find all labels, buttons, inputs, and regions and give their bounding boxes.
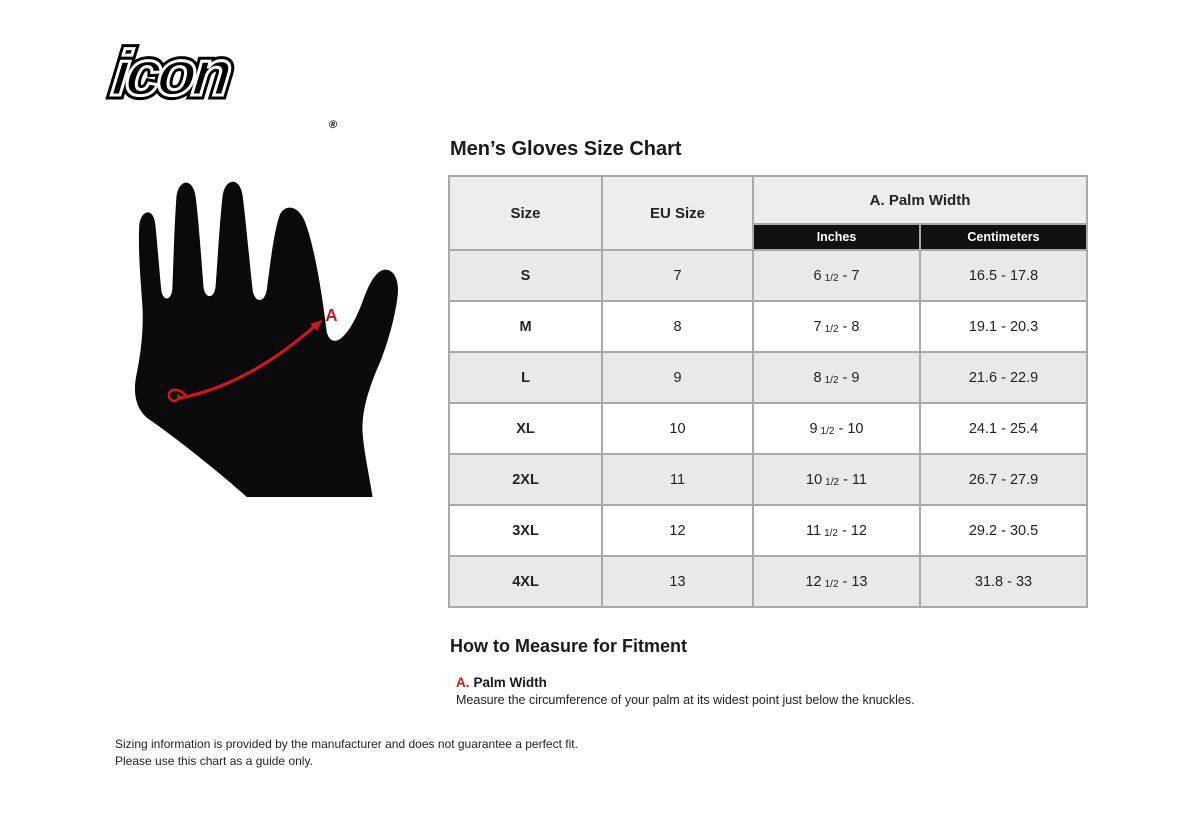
- measure-letter-a: A.: [456, 675, 470, 690]
- eu-size-cell: 10: [601, 402, 754, 455]
- inches-fraction: 1/2: [824, 374, 839, 386]
- inches-upper-value: - 8: [842, 318, 860, 335]
- inches-fraction: 1/2: [824, 323, 839, 335]
- how-to-measure-section: How to Measure for Fitment A. Palm Width …: [450, 636, 1070, 707]
- centimeters-cell: 31.8 - 33: [918, 555, 1089, 608]
- inches-upper-value: - 13: [842, 573, 868, 590]
- table-row: M 8 7 1/2- 8 19.1 - 20.3: [448, 300, 1089, 353]
- inches-value: 8: [813, 369, 822, 386]
- inches-upper-value: - 12: [841, 522, 867, 539]
- inches-upper-value: - 10: [838, 420, 864, 437]
- hand-measure-illustration: A: [128, 170, 420, 502]
- centimeters-cell: 24.1 - 25.4: [918, 402, 1089, 455]
- disclaimer-line-2: Please use this chart as a guide only.: [115, 754, 313, 769]
- size-cell: L: [448, 351, 603, 404]
- inches-cell: 8 1/2- 9: [752, 351, 921, 404]
- disclaimer-line-1: Sizing information is provided by the ma…: [115, 737, 578, 751]
- inches-column-header: Inches: [752, 223, 921, 251]
- table-row: XL 10 9 1/2- 10 24.1 - 25.4: [448, 402, 1089, 455]
- inches-value: 7: [813, 318, 822, 335]
- eu-size-cell: 8: [601, 300, 754, 353]
- inches-cell: 7 1/2- 8: [752, 300, 921, 353]
- size-column-header: Size: [448, 175, 603, 251]
- size-chart-title: Men’s Gloves Size Chart: [450, 138, 682, 160]
- table-header-row: Size EU Size A. Palm Width: [448, 175, 1089, 251]
- inches-fraction: 1/2: [824, 527, 838, 539]
- eu-size-cell: 12: [601, 504, 754, 557]
- size-cell: 2XL: [448, 453, 603, 506]
- measure-name: Palm Width: [473, 675, 547, 690]
- eu-size-cell: 9: [601, 351, 754, 404]
- inches-value: 9: [809, 420, 818, 437]
- inches-upper-value: - 11: [843, 471, 867, 488]
- centimeters-column-header: Centimeters: [918, 223, 1089, 251]
- centimeters-cell: 16.5 - 17.8: [918, 249, 1089, 302]
- table-subheader-row: Inches Centimeters: [449, 223, 1089, 251]
- inches-cell: 11 1/2- 12: [752, 504, 921, 557]
- table-row: 4XL 13 12 1/2- 13 31.8 - 33: [448, 555, 1089, 608]
- eu-size-cell: 11: [601, 453, 754, 506]
- eu-size-cell: 13: [601, 555, 754, 608]
- palm-width-label: A. Palm Width: [456, 675, 1070, 690]
- palm-width-description: Measure the circumference of your palm a…: [456, 693, 915, 707]
- inches-value: 12: [805, 573, 822, 590]
- inches-cell: 6 1/2- 7: [752, 249, 921, 302]
- table-row: S 7 6 1/2- 7 16.5 - 17.8: [448, 249, 1089, 302]
- inches-upper-value: - 7: [842, 267, 860, 284]
- palm-width-header: A. Palm Width: [751, 175, 1089, 225]
- inches-value: 6: [813, 267, 822, 284]
- inches-value: 10: [806, 471, 823, 488]
- inches-cell: 9 1/2- 10: [752, 402, 921, 455]
- size-cell: M: [448, 300, 603, 353]
- icon-logo: icon icon ®: [102, 33, 360, 132]
- measure-point-a-label: A: [325, 306, 337, 325]
- how-to-measure-title: How to Measure for Fitment: [450, 636, 688, 656]
- size-cell: 3XL: [448, 504, 603, 557]
- icon-logo-text: icon: [107, 36, 233, 111]
- palm-width-measure-line: [176, 321, 320, 400]
- inches-value: 11: [806, 522, 822, 539]
- disclaimer-text: Sizing information is provided by the ma…: [115, 736, 578, 771]
- table-row: L 9 8 1/2- 9 21.6 - 22.9: [448, 351, 1089, 404]
- centimeters-cell: 19.1 - 20.3: [918, 300, 1089, 353]
- size-cell: 4XL: [448, 555, 603, 608]
- table-row: 3XL 12 11 1/2- 12 29.2 - 30.5: [448, 504, 1089, 557]
- hand-silhouette: [134, 181, 398, 497]
- measure-arrowhead-icon: [310, 319, 323, 331]
- centimeters-cell: 29.2 - 30.5: [918, 504, 1089, 557]
- inches-cell: 12 1/2- 13: [752, 555, 921, 608]
- size-cell: XL: [448, 402, 603, 455]
- inches-fraction: 1/2: [825, 476, 840, 488]
- size-cell: S: [448, 249, 603, 302]
- inches-cell: 10 1/2- 11: [752, 453, 921, 506]
- measure-line-curl: [167, 388, 187, 403]
- eu-size-cell: 7: [601, 249, 754, 302]
- size-chart-table: Size EU Size A. Palm Width Inches Centim…: [448, 175, 1089, 608]
- inches-upper-value: - 9: [842, 369, 860, 386]
- table-row: 2XL 11 10 1/2- 11 26.7 - 27.9: [448, 453, 1089, 506]
- centimeters-cell: 26.7 - 27.9: [918, 453, 1089, 506]
- inches-fraction: 1/2: [820, 425, 835, 437]
- inches-fraction: 1/2: [824, 578, 839, 590]
- hand-illustration-svg: A: [134, 181, 398, 497]
- registered-trademark-icon: ®: [328, 119, 338, 131]
- centimeters-cell: 21.6 - 22.9: [918, 351, 1089, 404]
- eu-size-column-header: EU Size: [601, 175, 754, 251]
- inches-fraction: 1/2: [824, 272, 839, 284]
